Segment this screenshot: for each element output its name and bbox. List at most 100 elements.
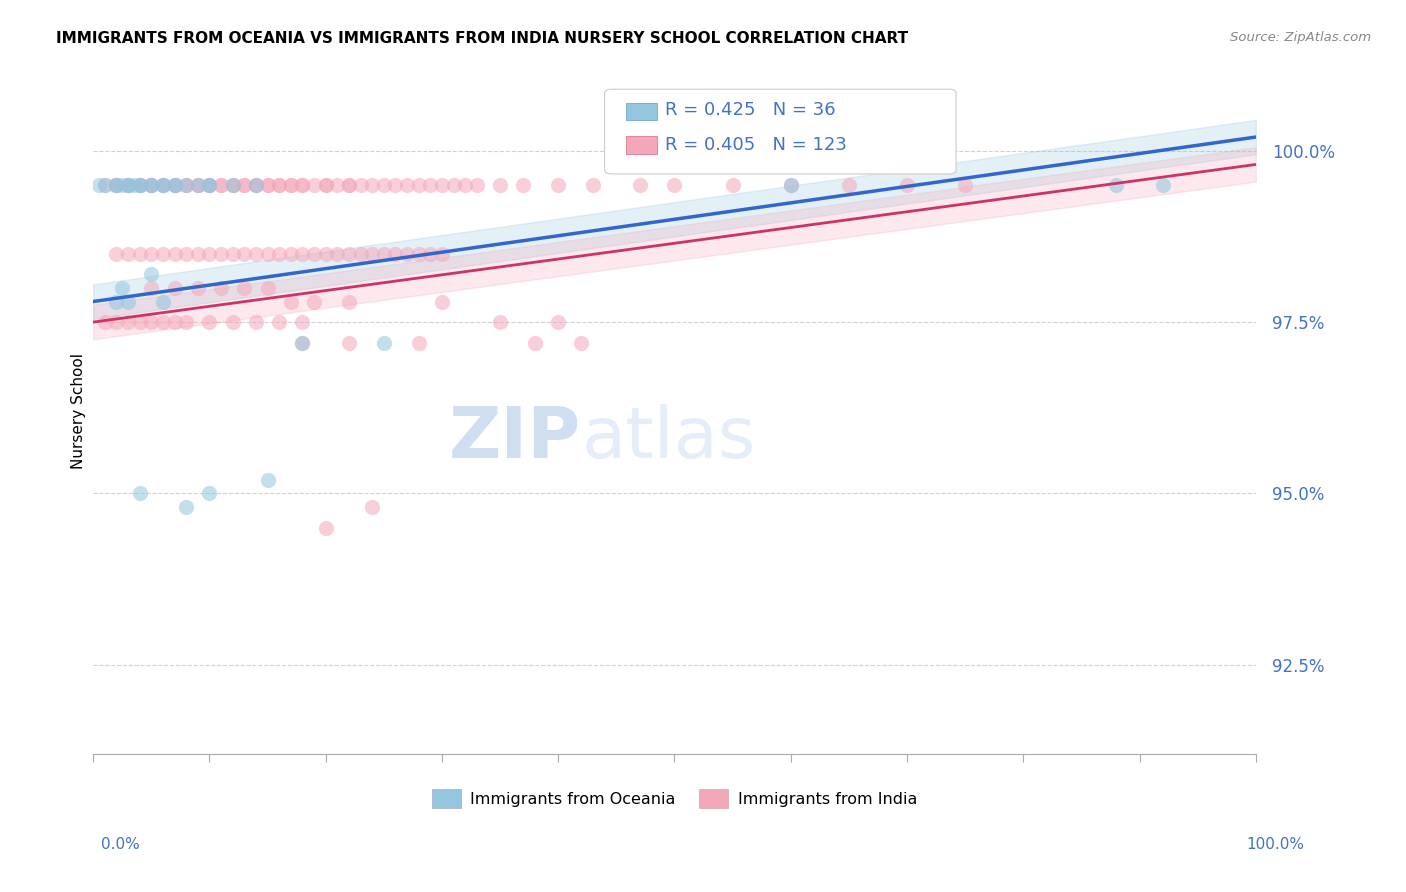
Point xyxy=(187,281,209,295)
Point xyxy=(94,178,117,192)
Point xyxy=(269,246,291,260)
Point xyxy=(408,335,430,350)
Point xyxy=(152,178,174,192)
Point xyxy=(245,178,267,192)
Point xyxy=(582,178,605,192)
Point xyxy=(361,178,384,192)
Point xyxy=(117,246,139,260)
Point xyxy=(419,178,441,192)
Point xyxy=(465,178,488,192)
Point xyxy=(373,178,395,192)
Point xyxy=(256,281,278,295)
Point xyxy=(209,246,232,260)
Point xyxy=(174,315,197,329)
Point xyxy=(779,178,801,192)
Point xyxy=(187,246,209,260)
Point xyxy=(233,246,256,260)
Point xyxy=(117,294,139,309)
Point xyxy=(163,281,186,295)
Point xyxy=(187,178,209,192)
Point xyxy=(408,178,430,192)
Point xyxy=(326,178,349,192)
Point xyxy=(128,315,150,329)
Point xyxy=(174,500,197,515)
Point xyxy=(105,178,128,192)
Point xyxy=(141,178,163,192)
Point xyxy=(280,178,302,192)
Point xyxy=(174,178,197,192)
Point xyxy=(373,246,395,260)
Point xyxy=(430,294,453,309)
Point xyxy=(94,315,117,329)
Point xyxy=(896,178,918,192)
Point xyxy=(128,178,150,192)
Point xyxy=(1152,178,1174,192)
Point xyxy=(326,246,349,260)
Point xyxy=(141,246,163,260)
Text: R = 0.425   N = 36: R = 0.425 N = 36 xyxy=(665,101,835,119)
Text: Source: ZipAtlas.com: Source: ZipAtlas.com xyxy=(1230,31,1371,45)
Point xyxy=(163,178,186,192)
Point xyxy=(117,178,139,192)
Point xyxy=(174,178,197,192)
Point xyxy=(547,315,569,329)
Point xyxy=(141,178,163,192)
Point xyxy=(384,178,406,192)
Point xyxy=(117,178,139,192)
Point xyxy=(174,246,197,260)
Point xyxy=(315,178,337,192)
Point xyxy=(105,178,128,192)
Point xyxy=(396,178,419,192)
Point xyxy=(128,486,150,500)
Point xyxy=(419,246,441,260)
Point xyxy=(664,178,686,192)
Point xyxy=(291,178,314,192)
Point xyxy=(315,246,337,260)
Point xyxy=(222,315,245,329)
Point xyxy=(152,246,174,260)
Text: 0.0%: 0.0% xyxy=(101,838,141,852)
Point xyxy=(222,178,245,192)
Point xyxy=(337,294,360,309)
Point xyxy=(489,178,512,192)
Point xyxy=(779,178,801,192)
Point xyxy=(245,178,267,192)
Point xyxy=(302,246,325,260)
Point xyxy=(291,335,314,350)
Point xyxy=(547,178,569,192)
Point xyxy=(198,246,221,260)
Point xyxy=(233,178,256,192)
Point xyxy=(187,178,209,192)
Point xyxy=(315,178,337,192)
Point xyxy=(256,178,278,192)
Point xyxy=(291,178,314,192)
Point xyxy=(105,294,128,309)
Point xyxy=(430,178,453,192)
Point xyxy=(280,246,302,260)
Point xyxy=(152,294,174,309)
Point xyxy=(1105,178,1128,192)
Text: ZIP: ZIP xyxy=(450,404,582,473)
Point xyxy=(152,315,174,329)
Point xyxy=(117,315,139,329)
Point xyxy=(163,246,186,260)
Point xyxy=(105,178,128,192)
Point xyxy=(198,178,221,192)
Text: IMMIGRANTS FROM OCEANIA VS IMMIGRANTS FROM INDIA NURSERY SCHOOL CORRELATION CHAR: IMMIGRANTS FROM OCEANIA VS IMMIGRANTS FR… xyxy=(56,31,908,46)
Point xyxy=(291,246,314,260)
Point xyxy=(489,315,512,329)
Point xyxy=(349,178,371,192)
Point xyxy=(209,178,232,192)
Point xyxy=(122,178,145,192)
Point xyxy=(430,246,453,260)
Point xyxy=(373,335,395,350)
Point xyxy=(152,178,174,192)
Point xyxy=(396,246,419,260)
Point xyxy=(163,178,186,192)
Point xyxy=(94,178,117,192)
Point xyxy=(105,178,128,192)
Point xyxy=(105,315,128,329)
Point xyxy=(222,246,245,260)
Point xyxy=(628,178,651,192)
Point xyxy=(163,178,186,192)
